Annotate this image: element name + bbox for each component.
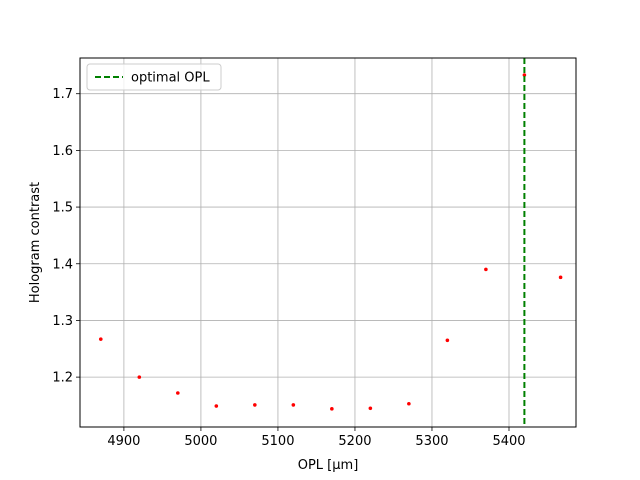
x-tick-label: 5100	[261, 434, 294, 449]
legend-label-optimal-opl: optimal OPL	[131, 71, 210, 86]
y-axis-ticks: 1.2 1.3 1.4 1.5 1.6 1.7	[52, 87, 80, 386]
y-tick-label: 1.2	[52, 371, 73, 386]
data-point	[558, 275, 563, 280]
data-point	[484, 267, 488, 272]
data-points	[98, 73, 563, 411]
x-tick-label: 5300	[415, 434, 448, 449]
plot-frame	[79, 57, 577, 428]
data-point	[98, 337, 103, 341]
data-point	[214, 404, 219, 408]
x-axis-label: OPL [μm]	[298, 458, 359, 473]
data-point	[368, 406, 373, 411]
legend-box	[86, 63, 222, 91]
x-axis-ticks: 4900 5000 5100 5200 5300 5400	[107, 427, 526, 449]
x-tick-label: 4900	[107, 434, 140, 449]
legend: optimal OPL	[86, 63, 222, 91]
data-point	[445, 338, 450, 343]
data-point	[291, 403, 296, 407]
y-tick-label: 1.5	[52, 201, 73, 216]
x-tick-label: 5400	[492, 434, 525, 449]
data-point	[407, 401, 411, 406]
data-point	[176, 391, 180, 395]
grid	[80, 58, 576, 427]
y-tick-label: 1.3	[52, 314, 73, 329]
x-tick-label: 5000	[184, 434, 217, 449]
y-tick-label: 1.7	[52, 87, 73, 102]
data-point	[137, 375, 142, 379]
data-point	[253, 403, 257, 407]
data-point	[330, 407, 334, 411]
y-tick-label: 1.4	[52, 257, 73, 272]
y-tick-label: 1.6	[52, 144, 73, 159]
data-point	[522, 73, 527, 77]
y-axis-label: Hologram contrast	[28, 182, 43, 303]
x-tick-label: 5200	[338, 434, 371, 449]
